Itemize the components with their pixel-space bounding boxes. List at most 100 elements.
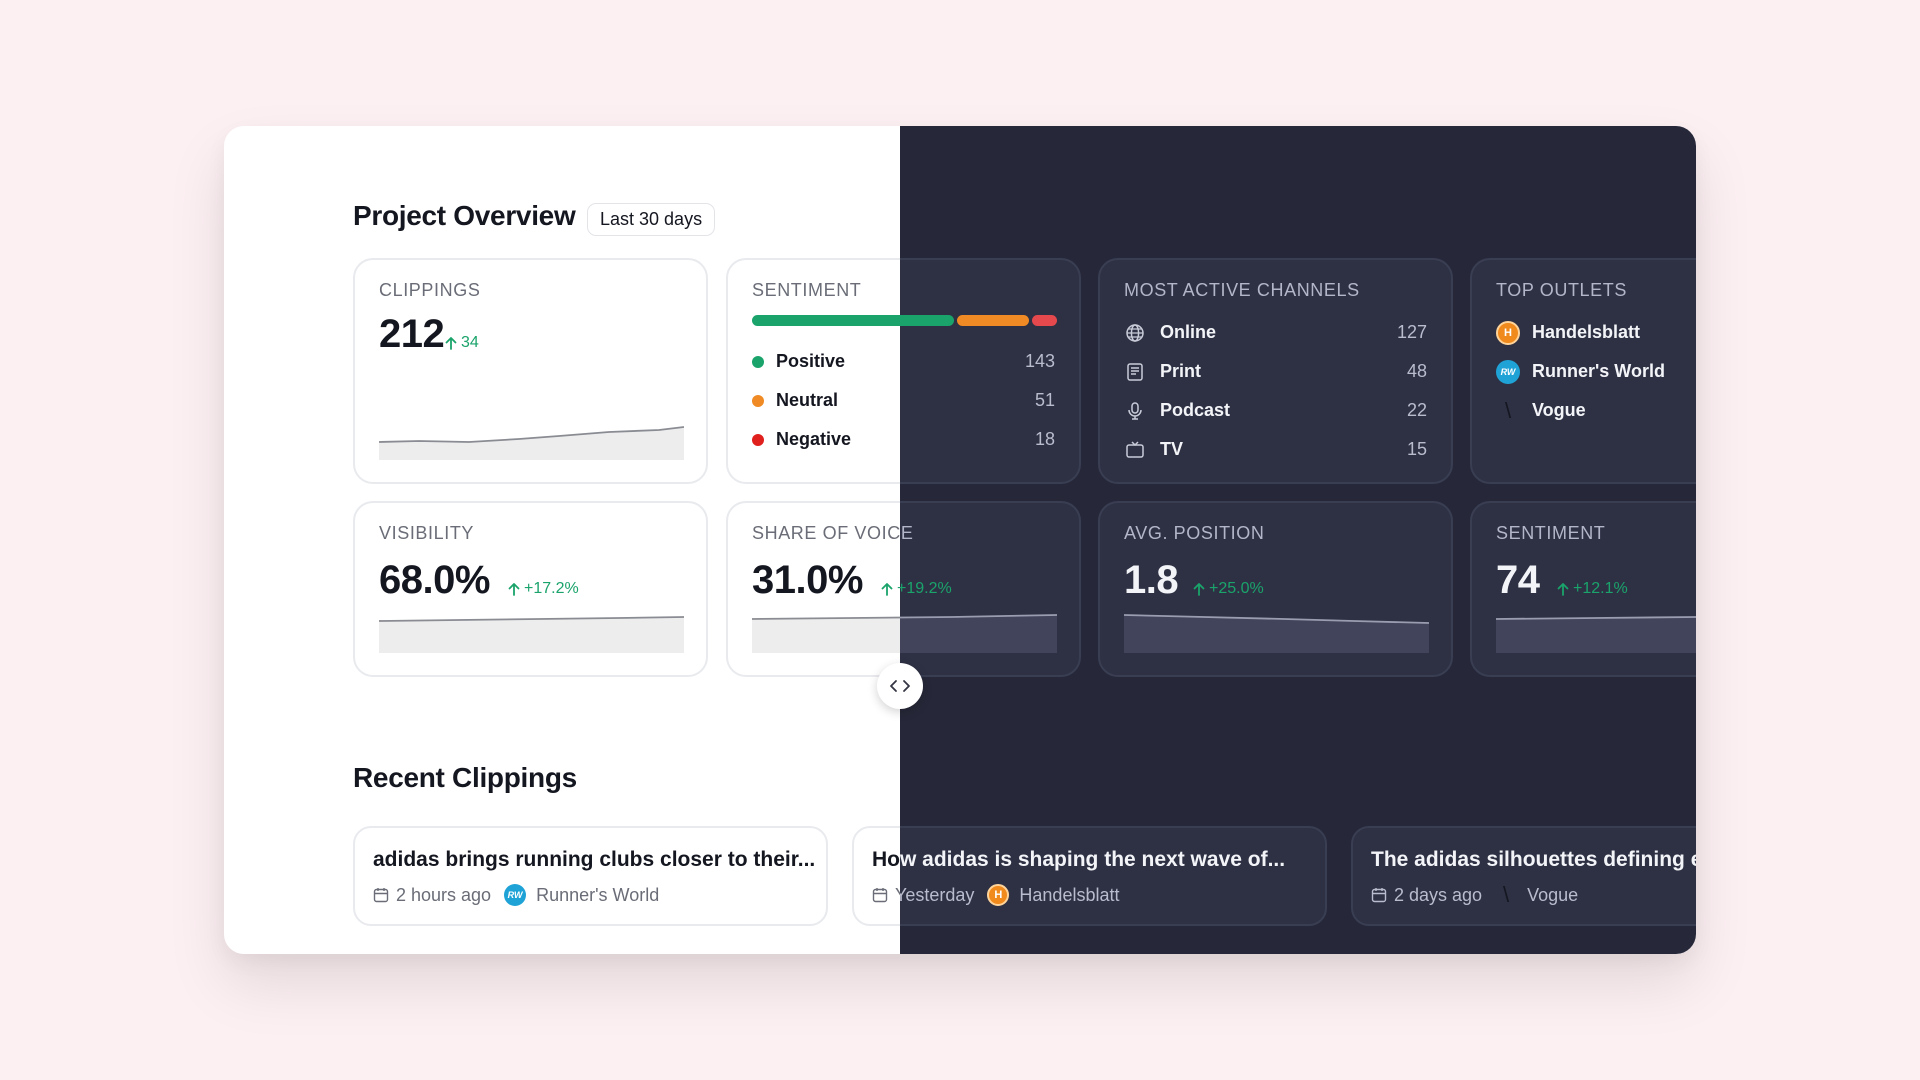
metric-value: 68.0% xyxy=(379,558,490,602)
avg-position-sparkline xyxy=(1124,614,1429,653)
dark-theme-view: Project Overview Last 30 days SENTIMENT … xyxy=(872,126,1696,954)
positive-segment xyxy=(900,315,954,326)
card-label: MOST ACTIVE CHANNELS xyxy=(1124,280,1360,300)
visibility-sparkline xyxy=(379,616,684,653)
negative-segment xyxy=(1031,315,1057,326)
row-count: 15 xyxy=(1406,439,1427,459)
dashboard-preview: Project Overview Last 30 days CLIPPINGS … xyxy=(224,126,1696,954)
metric-delta: +17.2% xyxy=(508,580,579,598)
metric-value: 31.0% xyxy=(752,558,863,602)
neutral-segment xyxy=(956,315,1029,326)
arrow-up-icon xyxy=(445,337,457,350)
channel-podcast[interactable]: Podcast 22 xyxy=(1124,391,1427,430)
outlet-vogue[interactable]: \ Vogue xyxy=(1496,391,1696,430)
metric-delta: +12.1% xyxy=(1557,580,1628,598)
clippings-sparkline xyxy=(379,426,684,460)
arrow-up-icon xyxy=(1193,583,1205,596)
sentiment-positive[interactable]: Positive 143 xyxy=(900,342,1055,381)
top-outlets-card[interactable]: TOP OUTLETS H Handelsblatt RW Runner's W… xyxy=(1470,258,1696,484)
share-of-voice-card[interactable]: SHARE OF VOICE 31.0% +19.2% xyxy=(900,501,1081,677)
metric-value: 1.8 xyxy=(1124,558,1179,602)
sentiment-list: Positive 143 Neutral 51 Negative 18 xyxy=(900,342,1055,459)
card-label: SHARE OF VOICE xyxy=(900,523,913,544)
row-label: TV xyxy=(1160,439,1184,459)
page-title: Project Overview xyxy=(353,200,576,231)
row-count: 18 xyxy=(1034,429,1055,449)
sentiment-neutral[interactable]: Neutral 51 xyxy=(900,381,1055,420)
row-count: 22 xyxy=(1406,400,1427,420)
card-label: SENTIMENT xyxy=(752,280,862,300)
clipping-time: 2 hours ago xyxy=(396,884,492,905)
row-label: Neutral xyxy=(776,390,839,410)
sentiment-score-card[interactable]: SENTIMENT 74 +12.1% xyxy=(1470,501,1696,677)
clipping-title: The adidas silhouettes defining e xyxy=(1371,848,1696,871)
share-of-voice-sparkline xyxy=(900,614,1057,653)
outlet-handelsblatt[interactable]: H Handelsblatt xyxy=(1496,313,1696,352)
card-label: SENTIMENT xyxy=(1496,523,1606,543)
metric-value: 212 xyxy=(379,312,445,356)
visibility-card[interactable]: VISIBILITY 68.0% +17.2% xyxy=(353,501,708,677)
clipping-card[interactable]: adidas brings running clubs closer to th… xyxy=(353,826,828,926)
channels-card[interactable]: MOST ACTIVE CHANNELS Online 127 Print 48… xyxy=(1098,258,1453,484)
clipping-outlet: Vogue xyxy=(1527,884,1579,905)
clipping-card[interactable]: The adidas silhouettes defining e 2 days… xyxy=(1351,826,1696,926)
vogue-logo: \ xyxy=(1504,397,1512,423)
row-count: 127 xyxy=(1396,322,1427,342)
metric-delta: 34 xyxy=(445,334,479,352)
delta-text: +17.2% xyxy=(524,580,579,597)
avg-position-card[interactable]: AVG. POSITION 1.8 +25.0% xyxy=(1098,501,1453,677)
sentiment-sparkline xyxy=(1496,616,1696,653)
handelsblatt-logo: H xyxy=(987,884,1010,906)
arrow-up-icon xyxy=(881,583,893,596)
sentiment-bar xyxy=(900,315,1057,326)
metric-delta: +25.0% xyxy=(1193,580,1264,598)
clipping-title: How adidas is shaping the next wave of..… xyxy=(872,848,1286,871)
card-label: AVG. POSITION xyxy=(1124,523,1265,543)
runners-world-logo: RW xyxy=(504,884,527,906)
clipping-title: adidas brings running clubs closer to th… xyxy=(373,848,816,871)
clippings-card[interactable]: CLIPPINGS 212 34 xyxy=(353,258,708,484)
positive-dot xyxy=(752,355,764,368)
row-count: 51 xyxy=(1034,390,1055,410)
card-label: CLIPPINGS xyxy=(379,280,481,300)
channel-online[interactable]: Online 127 xyxy=(1124,313,1427,352)
outlets-list: H Handelsblatt RW Runner's World \ Vogue xyxy=(1496,313,1696,430)
arrow-up-icon xyxy=(508,583,520,596)
channel-tv[interactable]: TV 15 xyxy=(1124,430,1427,469)
card-label: VISIBILITY xyxy=(379,523,475,543)
row-label: Podcast xyxy=(1160,400,1231,420)
globe-icon xyxy=(1124,322,1146,344)
row-label: Negative xyxy=(776,429,852,449)
row-label: Runner's World xyxy=(1532,361,1665,381)
sentiment-negative[interactable]: Negative 18 xyxy=(900,420,1055,459)
row-label: Online xyxy=(1160,322,1217,342)
row-count: 143 xyxy=(1024,351,1055,371)
neutral-dot xyxy=(752,394,764,407)
arrow-up-icon xyxy=(1557,583,1569,596)
row-label: Handelsblatt xyxy=(1532,322,1641,342)
handelsblatt-logo: H xyxy=(1496,320,1520,345)
delta-text: +12.1% xyxy=(1573,580,1628,597)
clipping-card[interactable]: How adidas is shaping the next wave of..… xyxy=(872,826,1327,926)
positive-segment xyxy=(752,315,954,326)
clipping-outlet: Handelsblatt xyxy=(1019,884,1120,905)
clipping-time: Yesterday xyxy=(895,884,975,905)
calendar-icon xyxy=(1371,888,1387,903)
microphone-icon xyxy=(1124,400,1146,422)
period-selector[interactable]: Last 30 days xyxy=(587,203,716,236)
channel-print[interactable]: Print 48 xyxy=(1124,352,1427,391)
row-label: Positive xyxy=(776,351,846,371)
card-label: TOP OUTLETS xyxy=(1496,280,1627,300)
outlet-runners-world[interactable]: RW Runner's World xyxy=(1496,352,1696,391)
row-label: Print xyxy=(1160,361,1202,381)
recent-clippings-title: Recent Clippings xyxy=(353,762,577,793)
calendar-icon xyxy=(373,888,389,903)
sentiment-card[interactable]: SENTIMENT Positive 143 Neutral 51 xyxy=(900,258,1081,484)
row-count: 48 xyxy=(1406,361,1427,381)
row-label: Vogue xyxy=(1532,400,1586,420)
clipping-meta: 2 days ago \ Vogue xyxy=(1371,882,1579,907)
theme-compare-slider-handle[interactable] xyxy=(877,663,923,709)
negative-dot xyxy=(752,433,764,446)
metric-value: 74 xyxy=(1496,558,1540,602)
tv-icon xyxy=(1124,439,1146,461)
